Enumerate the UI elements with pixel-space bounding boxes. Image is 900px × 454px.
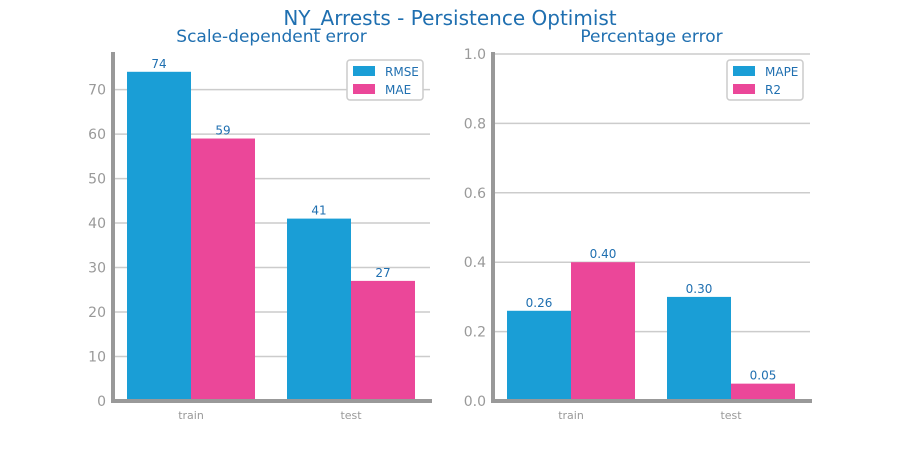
bar-mape-train (507, 310, 571, 401)
y-tick-label: 0.8 (464, 116, 486, 132)
bar-r2-train (571, 262, 635, 401)
data-label: 59 (215, 124, 230, 138)
bar-mape-test (667, 296, 731, 401)
y-tick-label: 40 (88, 216, 106, 232)
x-tick-label: train (178, 409, 204, 422)
y-tick-label: 10 (88, 350, 106, 366)
y-tick-label: 70 (88, 83, 106, 99)
y-tick-label: 30 (88, 261, 106, 277)
data-label: 0.26 (526, 296, 553, 310)
y-tick-label: 20 (88, 305, 106, 321)
legend-swatch-mae (353, 84, 375, 94)
data-label: 27 (375, 266, 390, 280)
legend-swatch-rmse (353, 66, 375, 76)
legend-swatch-r2 (733, 84, 755, 94)
bar-rmse-test (287, 218, 351, 401)
figure-title: NY_Arrests - Persistence Optimist (283, 6, 616, 30)
y-tick-label: 50 (88, 172, 106, 188)
legend-label-mae: MAE (385, 83, 411, 97)
y-tick-label: 0.6 (464, 186, 486, 202)
legend-label-rmse: RMSE (385, 65, 419, 79)
data-label: 0.40 (590, 247, 617, 261)
x-tick-label: train (558, 409, 584, 422)
data-label: 0.30 (686, 282, 713, 296)
legend-label-mape: MAPE (765, 65, 798, 79)
data-label: 74 (151, 57, 166, 71)
data-label: 0.05 (750, 369, 777, 383)
legend-label-r2: R2 (765, 83, 781, 97)
bar-mae-test (351, 280, 415, 401)
x-tick-label: test (340, 409, 362, 422)
legend-swatch-mape (733, 66, 755, 76)
y-tick-label: 0.4 (464, 255, 486, 271)
y-tick-label: 0.0 (464, 394, 486, 410)
x-tick-label: test (720, 409, 742, 422)
y-tick-label: 60 (88, 127, 106, 143)
subplot-title: Percentage error (580, 27, 722, 47)
y-tick-label: 1.0 (464, 47, 486, 63)
y-tick-label: 0.2 (464, 325, 486, 341)
y-tick-label: 0 (97, 394, 106, 410)
bar-r2-test (731, 383, 795, 401)
subplot-title: Scale-dependent error (176, 27, 366, 47)
data-label: 41 (311, 204, 326, 218)
bar-mae-train (191, 138, 255, 401)
bar-rmse-train (127, 71, 191, 402)
